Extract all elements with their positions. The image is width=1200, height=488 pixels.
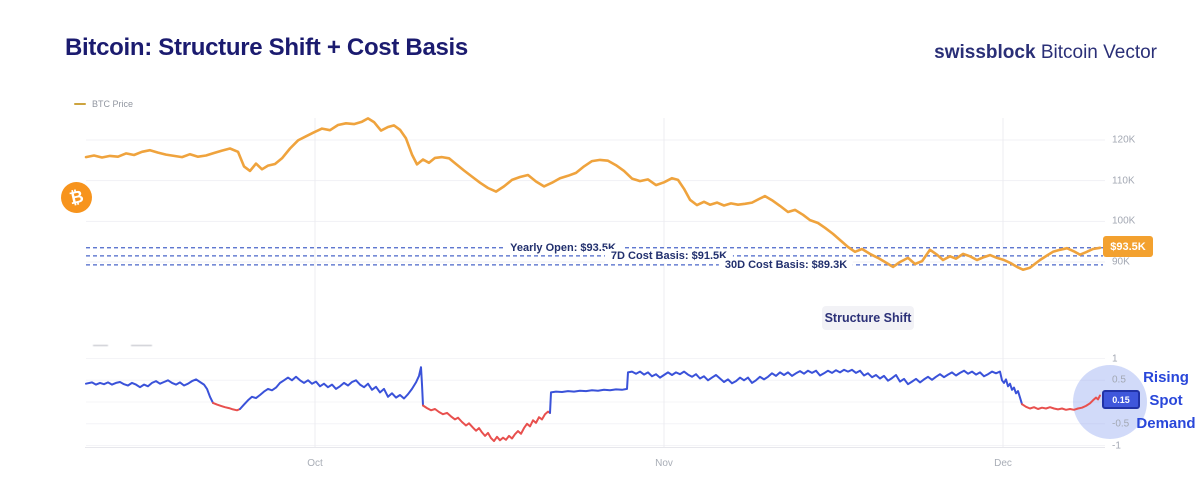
btc-price-line: [84, 117, 1102, 271]
oscillator-line-negative: [1021, 394, 1101, 411]
oscillator-line-positive: [549, 368, 1023, 414]
highlight-circle: [1073, 365, 1147, 439]
oscillator-line-positive: [239, 366, 424, 410]
oscillator-line-negative: [422, 404, 551, 443]
oscillator-line-negative: [212, 401, 241, 412]
oscillator-line-positive: [85, 378, 214, 404]
